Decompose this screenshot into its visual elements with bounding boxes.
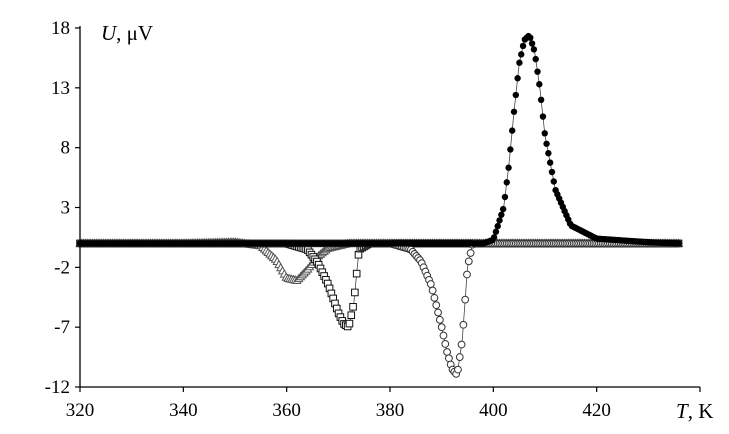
data-point <box>512 91 520 99</box>
y-tick-label: -12 <box>45 377 70 398</box>
data-point <box>546 159 554 166</box>
data-point <box>518 51 525 58</box>
x-tick-label: 380 <box>376 400 405 421</box>
data-point <box>507 146 514 153</box>
data-point <box>545 150 552 157</box>
data-point <box>428 286 437 295</box>
data-point <box>457 340 466 349</box>
x-axis-title: T, K <box>676 399 713 423</box>
data-point <box>514 75 521 82</box>
data-point <box>434 308 442 317</box>
series-square-open <box>76 239 683 331</box>
data-point <box>536 81 543 88</box>
data-point <box>550 178 557 185</box>
data-point <box>435 315 444 324</box>
data-point <box>443 348 451 356</box>
series-circle-filled <box>76 32 682 247</box>
data-point <box>510 108 518 115</box>
data-point <box>441 340 450 348</box>
y-tick-label: -7 <box>54 317 70 338</box>
x-tick-label: 420 <box>582 400 611 421</box>
data-point <box>494 222 501 230</box>
data-point <box>503 179 510 186</box>
data-point <box>459 320 468 329</box>
data-point <box>516 59 523 66</box>
data-point <box>426 280 435 288</box>
data-point <box>445 354 453 363</box>
y-tick-label: 13 <box>51 78 70 99</box>
data-point <box>461 295 470 304</box>
data-point <box>455 353 464 361</box>
data-point <box>501 193 509 201</box>
data-point <box>541 130 548 137</box>
data-point <box>527 34 534 41</box>
y-tick-label: 8 <box>61 138 71 159</box>
data-point <box>351 288 359 297</box>
y-axis-symbol: U <box>101 21 118 45</box>
plot-area <box>75 32 684 378</box>
y-tick-label: 18 <box>51 18 70 39</box>
data-point <box>463 270 471 279</box>
data-point <box>519 42 527 50</box>
data-point <box>496 217 503 224</box>
data-point <box>345 319 354 328</box>
data-point <box>543 140 550 147</box>
data-point <box>352 269 361 278</box>
data-point <box>532 55 539 63</box>
series-line <box>80 242 680 328</box>
data-point <box>498 211 505 218</box>
data-point <box>528 40 536 47</box>
data-point <box>430 293 439 302</box>
y-axis-title: U, μV <box>101 21 153 45</box>
x-tick-label: 360 <box>272 400 301 421</box>
series-circle-open <box>76 239 683 378</box>
data-point <box>499 205 507 213</box>
data-point <box>534 68 541 75</box>
y-axis-unit: , μV <box>116 21 153 45</box>
series-line <box>80 241 680 281</box>
data-point <box>492 228 500 235</box>
x-tick-label: 340 <box>169 400 198 421</box>
x-tick-label: 320 <box>66 400 95 421</box>
data-point <box>508 127 516 134</box>
data-point <box>537 96 545 104</box>
data-point <box>490 234 498 241</box>
x-tick-label: 400 <box>479 400 508 421</box>
data-point <box>432 301 441 310</box>
data-point <box>539 113 547 120</box>
x-axis-symbol: T <box>676 399 689 423</box>
data-point <box>347 311 356 319</box>
data-point <box>464 257 473 266</box>
data-point <box>505 164 512 171</box>
data-point <box>437 323 446 332</box>
series-line <box>80 242 680 376</box>
data-point <box>439 331 448 340</box>
y-tick-label: -2 <box>54 257 70 278</box>
series-line <box>80 34 680 244</box>
data-point <box>675 240 682 247</box>
y-tick-label: 3 <box>61 198 71 219</box>
data-point <box>466 249 475 257</box>
data-point <box>354 250 363 259</box>
data-point <box>349 303 357 311</box>
data-point <box>530 46 538 53</box>
x-axis-unit: , K <box>688 399 714 423</box>
data-point <box>548 168 556 176</box>
data-point <box>454 365 462 374</box>
